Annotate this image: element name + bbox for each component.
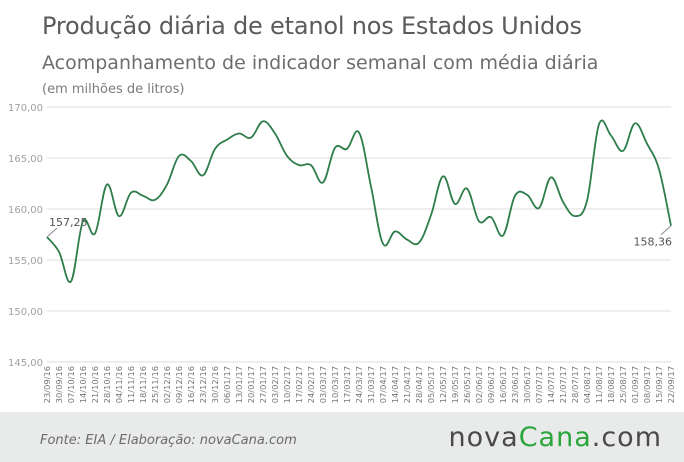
x-tick-label: 05/05/17: [426, 366, 436, 403]
x-tick-label: 28/10/16: [102, 366, 112, 403]
x-tick-label: 21/04/17: [402, 366, 412, 403]
x-tick-label: 21/10/16: [90, 366, 100, 403]
x-tick-label: 17/03/17: [342, 366, 352, 403]
novacana-logo: novaCana.com: [449, 422, 662, 453]
x-tick-label: 03/02/17: [270, 366, 280, 403]
x-tick-label: 02/12/16: [162, 366, 172, 403]
x-tick-label: 26/05/17: [462, 366, 472, 403]
x-tick-label: 11/11/16: [126, 366, 136, 403]
x-tick-label: 25/08/17: [618, 366, 628, 403]
x-tick-label: 24/03/17: [354, 366, 364, 403]
data-label-first: 157,25: [49, 216, 88, 229]
x-tick-label: 25/11/16: [150, 366, 160, 403]
x-tick-label: 09/06/17: [486, 366, 496, 403]
x-tick-label: 07/04/17: [378, 366, 388, 403]
x-tick-label: 23/06/17: [510, 366, 520, 403]
x-tick-label: 10/02/17: [282, 366, 292, 403]
x-tick-label: 12/05/17: [438, 366, 448, 403]
logo-text-nova: nova: [448, 422, 519, 453]
source-text: Fonte: EIA / Elaboração: novaCana.com: [40, 433, 297, 448]
chart-subtitle: Acompanhamento de indicador semanal com …: [42, 52, 599, 74]
y-tick-label: 145,00: [8, 358, 43, 369]
x-tick-label: 28/04/17: [414, 366, 424, 403]
x-tick-label: 21/07/17: [558, 366, 568, 403]
x-tick-label: 16/06/17: [498, 366, 508, 403]
x-tick-label: 23/12/16: [198, 366, 208, 403]
x-tick-label: 14/04/17: [390, 366, 400, 403]
x-tick-label: 15/09/17: [654, 366, 664, 403]
x-tick-label: 14/10/16: [78, 366, 88, 403]
x-tick-label: 30/09/16: [54, 366, 64, 403]
x-tick-label: 03/03/17: [318, 366, 328, 403]
annotation-leader: [660, 225, 672, 236]
x-tick-label: 31/03/17: [366, 366, 376, 403]
x-tick-label: 27/01/17: [258, 366, 268, 403]
x-tick-label: 01/09/17: [630, 366, 640, 403]
y-tick-label: 160,00: [8, 205, 43, 216]
x-tick-label: 20/01/17: [246, 366, 256, 403]
annotation-leader: [46, 227, 58, 238]
x-tick-label: 09/12/16: [174, 366, 184, 403]
x-tick-label: 17/02/17: [294, 366, 304, 403]
y-tick-label: 155,00: [8, 256, 43, 267]
x-tick-label: 22/09/17: [666, 366, 676, 403]
series-line: [46, 119, 672, 283]
line-chart: 145,00 150,00 155,00 160,00 165,00 170,00 23/…: [8, 103, 676, 403]
x-tick-label: 02/06/17: [474, 366, 484, 403]
x-tick-label: 28/07/17: [570, 366, 580, 403]
footer-bar: Fonte: EIA / Elaboração: novaCana.com no…: [0, 412, 684, 462]
x-tick-label: 11/08/17: [594, 366, 604, 403]
x-tick-label: 19/05/17: [450, 366, 460, 403]
x-tick-label: 23/09/16: [42, 366, 52, 403]
x-tick-label: 14/07/17: [546, 366, 556, 403]
x-tick-label: 18/11/16: [138, 366, 148, 403]
y-tick-label: 165,00: [8, 154, 43, 165]
x-tick-label: 07/10/16: [66, 366, 76, 403]
x-tick-label: 06/01/17: [222, 366, 232, 403]
logo-text-com: .com: [591, 422, 662, 453]
x-tick-label: 30/06/17: [522, 366, 532, 403]
x-tick-label: 13/01/17: [234, 366, 244, 403]
x-tick-label: 30/12/16: [210, 366, 220, 403]
x-tick-label: 07/07/17: [534, 366, 544, 403]
y-tick-label: 170,00: [8, 103, 43, 114]
data-label-last: 158,36: [634, 236, 673, 249]
x-tick-label: 08/09/17: [642, 366, 652, 403]
x-tick-label: 18/08/17: [606, 366, 616, 403]
chart-title: Produção diária de etanol nos Estados Un…: [42, 12, 582, 40]
x-tick-label: 10/03/17: [330, 366, 340, 403]
y-tick-label: 150,00: [8, 307, 43, 318]
x-tick-label: 24/02/17: [306, 366, 316, 403]
x-tick-label: 04/08/17: [582, 366, 592, 403]
logo-text-cana: Cana: [518, 422, 592, 453]
x-tick-label: 04/11/16: [114, 366, 124, 403]
unit-label: (em milhões de litros): [42, 82, 185, 97]
x-tick-label: 16/12/16: [186, 366, 196, 403]
